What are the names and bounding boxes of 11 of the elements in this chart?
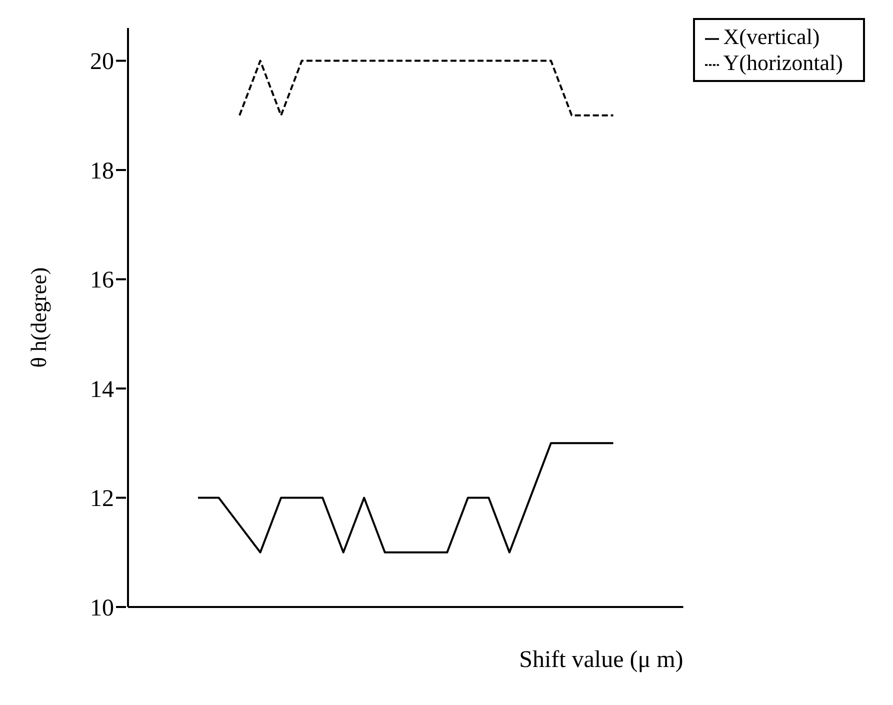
- line-series: [197, 442, 614, 554]
- y-tick-label: 10: [90, 595, 114, 622]
- y-tick-label: 18: [90, 158, 114, 184]
- y-tick-label: 16: [90, 268, 114, 294]
- y-tick-label: 12: [90, 486, 114, 512]
- y-tick-label: 14: [90, 376, 114, 403]
- y-tick-label: 20: [90, 49, 114, 76]
- x-axis-title: Shift value (μ m): [519, 647, 684, 673]
- y-axis-title: θ h(degree): [26, 267, 51, 368]
- legend-label: Y(horizontal): [723, 50, 843, 75]
- legend-label: X(vertical): [723, 24, 820, 49]
